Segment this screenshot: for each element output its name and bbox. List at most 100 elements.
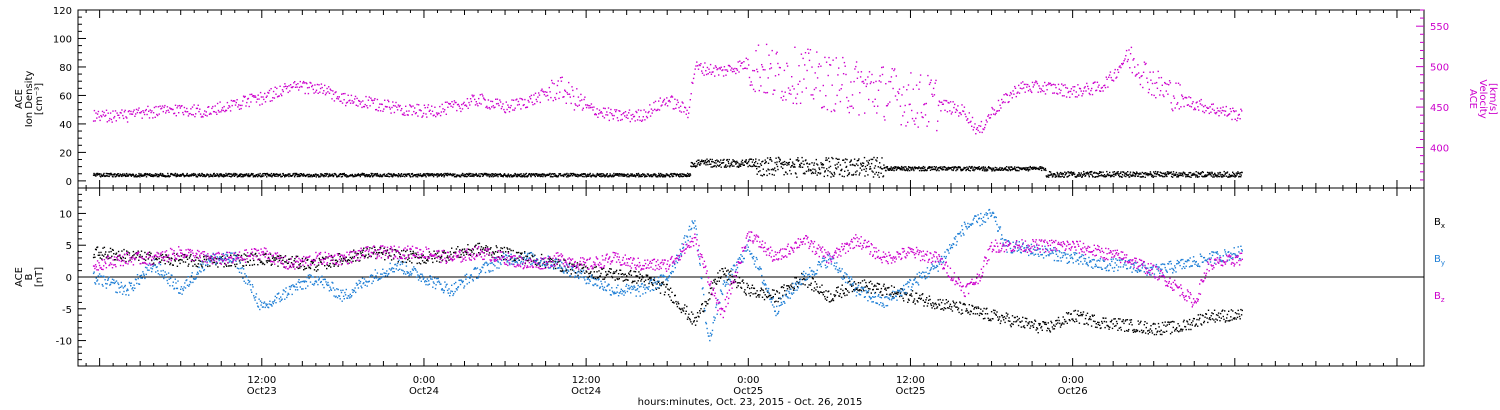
density-point <box>1057 174 1059 176</box>
velocity-point <box>1232 110 1235 112</box>
density-point <box>1078 172 1080 174</box>
bx-point <box>274 257 276 259</box>
velocity-point <box>795 97 797 99</box>
velocity-point <box>604 107 606 110</box>
density-point <box>880 168 883 170</box>
velocity-point <box>1077 84 1079 86</box>
density-point <box>1085 172 1088 174</box>
bx-point <box>101 258 103 260</box>
velocity-point <box>855 65 857 68</box>
bx-point <box>267 259 269 262</box>
density-point <box>697 159 699 161</box>
bx-point <box>405 261 408 264</box>
bx-point <box>140 250 143 252</box>
density-point <box>766 174 768 177</box>
bx-point <box>243 253 245 255</box>
velocity-point <box>718 67 721 69</box>
density-point <box>939 167 942 170</box>
velocity-point <box>1182 98 1184 100</box>
density-point <box>478 173 480 175</box>
density-point <box>901 169 904 171</box>
velocity-point <box>472 95 474 98</box>
density-point <box>846 158 848 161</box>
density-point <box>1177 176 1179 178</box>
density-point <box>586 175 589 177</box>
density-point <box>583 176 585 178</box>
velocity-point <box>400 109 402 112</box>
velocity-point <box>578 104 580 106</box>
density-point <box>776 161 778 163</box>
density-point <box>295 174 297 176</box>
density-point <box>1033 166 1035 168</box>
density-point <box>1232 171 1234 173</box>
density-point <box>723 158 725 161</box>
density-point <box>541 174 543 176</box>
bx-point <box>317 269 319 271</box>
density-point <box>872 171 874 173</box>
velocity-point <box>709 71 711 73</box>
bx-point <box>110 250 112 253</box>
bx-point <box>478 242 481 245</box>
density-point <box>1056 171 1058 174</box>
velocity-point <box>970 120 972 123</box>
velocity-point <box>417 115 419 117</box>
density-point <box>135 174 137 177</box>
velocity-point <box>328 92 331 94</box>
velocity-point <box>277 95 280 97</box>
density-point <box>1116 171 1118 173</box>
density-point <box>901 167 903 169</box>
density-point <box>1053 174 1055 176</box>
velocity-point <box>1054 84 1056 86</box>
velocity-point <box>628 112 630 114</box>
bx-point <box>434 257 436 260</box>
density-point <box>691 165 693 168</box>
density-point <box>494 173 497 175</box>
velocity-point <box>918 88 920 90</box>
velocity-point <box>531 101 533 103</box>
velocity-point <box>753 70 756 72</box>
velocity-point <box>925 102 927 105</box>
density-point <box>1156 172 1159 174</box>
density-point <box>737 165 739 167</box>
density-point <box>709 163 711 165</box>
density-point <box>207 174 210 176</box>
density-point <box>973 166 976 168</box>
velocity-point <box>835 57 837 59</box>
density-point <box>693 163 695 166</box>
density-point <box>952 166 954 168</box>
velocity-point <box>134 115 136 117</box>
density-point <box>650 174 652 176</box>
density-point <box>1105 175 1108 178</box>
bx-point <box>99 257 101 259</box>
velocity-point <box>643 109 645 111</box>
velocity-point <box>648 110 650 113</box>
velocity-point <box>687 116 689 119</box>
density-point <box>300 175 302 177</box>
velocity-point <box>413 110 415 113</box>
density-point <box>447 172 449 175</box>
bx-point <box>505 259 508 261</box>
bx-point <box>382 253 384 255</box>
bx-point <box>517 257 519 259</box>
density-point <box>1025 169 1028 171</box>
velocity-point <box>1187 104 1189 106</box>
density-point <box>725 166 728 168</box>
velocity-point <box>375 109 377 111</box>
density-point <box>341 173 343 176</box>
velocity-point <box>175 115 177 117</box>
velocity-point <box>151 110 153 112</box>
bx-point <box>111 248 114 251</box>
velocity-point <box>646 117 649 119</box>
density-point <box>1208 172 1211 174</box>
velocity-point <box>978 125 980 127</box>
density-point <box>279 174 281 177</box>
density-point <box>881 168 884 170</box>
velocity-point <box>337 98 340 100</box>
velocity-point <box>314 84 316 86</box>
density-point <box>692 162 694 165</box>
bx-point <box>342 260 344 262</box>
velocity-point <box>797 83 799 85</box>
density-point <box>93 172 95 175</box>
velocity-point <box>246 101 248 104</box>
density-point <box>596 174 598 176</box>
